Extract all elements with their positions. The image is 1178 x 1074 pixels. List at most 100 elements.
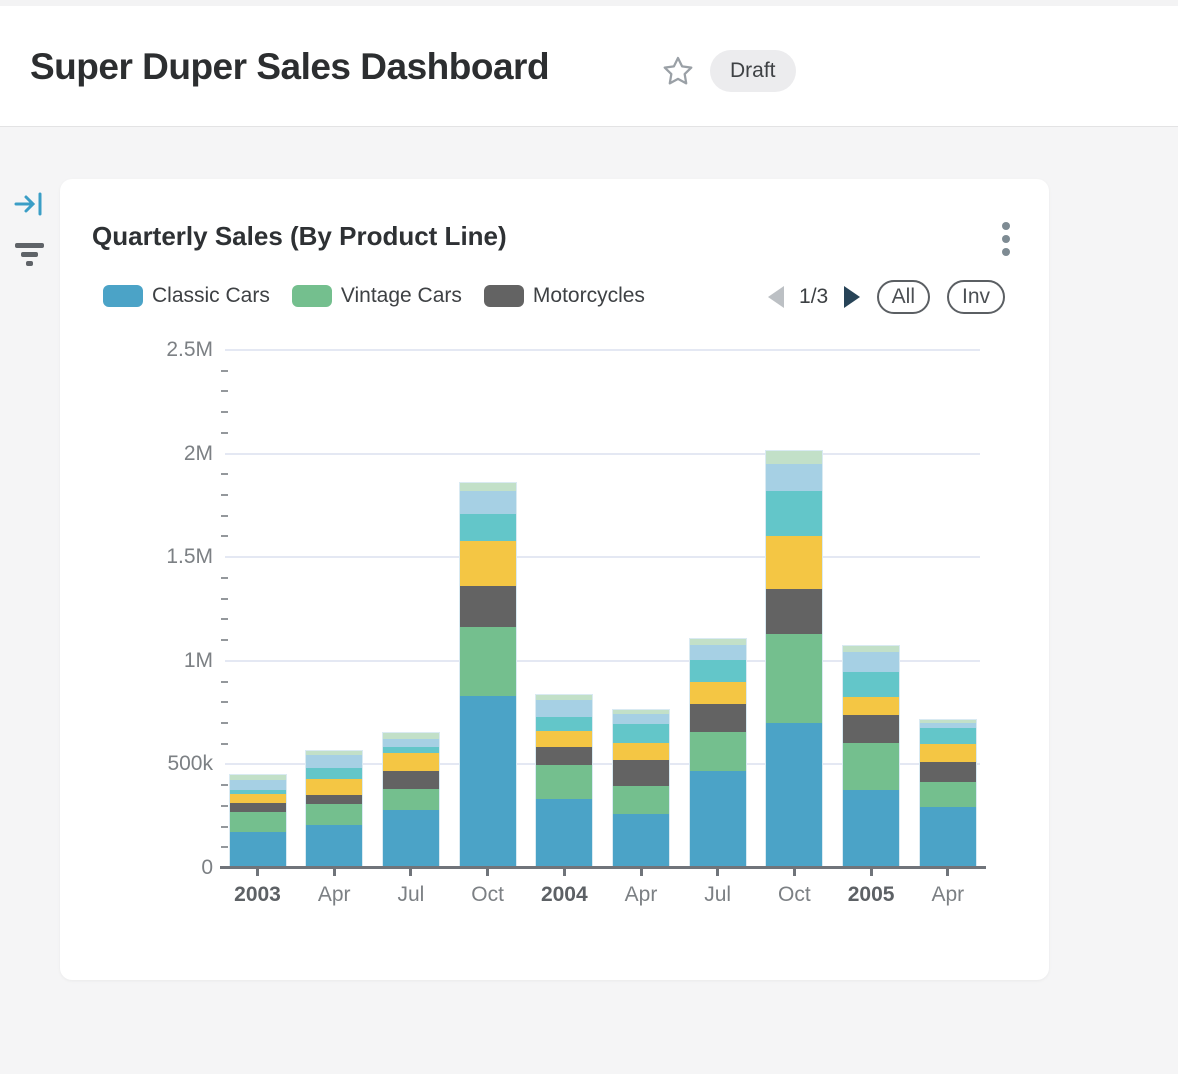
bar-segment[interactable] [306,779,363,796]
bar-segment[interactable] [689,771,746,868]
bar-segment[interactable] [459,491,516,515]
bar-segment[interactable] [766,536,823,589]
bar-segment[interactable] [843,714,900,744]
bar-segment[interactable] [919,720,976,724]
bar-segment[interactable] [613,786,669,814]
bar-jul-6[interactable] [689,638,746,868]
legend-prev-page-icon[interactable] [767,286,784,308]
bar-segment[interactable] [613,714,669,725]
bar-segment[interactable] [459,483,516,492]
legend-invert-button[interactable]: Inv [946,280,1005,314]
bar-segment[interactable] [536,730,593,748]
bar-segment[interactable] [536,765,593,799]
bar-jul-2[interactable] [382,733,439,868]
bar-segment[interactable] [229,789,286,795]
bar-segment[interactable] [766,723,823,868]
filter-bar [20,252,38,257]
bar-segment[interactable] [382,770,439,789]
bar-segment[interactable] [459,696,516,868]
bar-2004-4[interactable] [536,694,593,868]
bar-apr-9[interactable] [919,720,976,868]
favorite-star-icon[interactable] [660,54,696,90]
bar-segment[interactable] [229,802,286,812]
bar-2003-0[interactable] [229,775,286,868]
bar-segment[interactable] [306,804,363,826]
gridline [225,659,980,662]
bar-segment[interactable] [536,716,593,731]
y-axis-minor-tick [221,804,228,807]
bar-segment[interactable] [919,762,976,783]
bar-segment[interactable] [382,747,439,753]
bar-segment[interactable] [689,659,746,683]
bar-segment[interactable] [766,490,823,537]
bar-apr-5[interactable] [613,710,669,868]
bar-segment[interactable] [843,672,900,697]
bar-segment[interactable] [689,732,746,771]
bar-segment[interactable] [766,633,823,724]
bar-segment[interactable] [306,751,363,755]
bar-segment[interactable] [613,710,669,715]
bar-segment[interactable] [613,759,669,787]
legend-item-classic-cars[interactable]: Classic Cars [103,284,270,308]
bar-segment[interactable] [382,739,439,748]
bar-segment[interactable] [536,747,593,766]
bar-segment[interactable] [919,782,976,807]
bar-segment[interactable] [229,775,286,780]
bar-segment[interactable] [382,809,439,868]
bar-segment[interactable] [766,464,823,491]
bar-segment[interactable] [843,790,900,868]
y-axis-minor-tick [221,784,228,787]
bar-apr-1[interactable] [306,751,363,868]
bar-segment[interactable] [919,723,976,729]
collapse-panel-icon[interactable] [10,188,48,222]
bar-segment[interactable] [306,768,363,780]
bar-segment[interactable] [459,541,516,587]
bar-segment[interactable] [536,699,593,717]
bar-segment[interactable] [843,696,900,715]
filter-icon[interactable] [10,240,48,274]
bar-segment[interactable] [919,806,976,868]
bar-segment[interactable] [459,514,516,542]
x-axis-tick [869,869,873,876]
legend-select-all-button[interactable]: All [876,280,930,314]
legend-next-page-icon[interactable] [843,286,860,308]
bar-segment[interactable] [766,588,823,634]
x-axis-label: 2005 [847,883,895,906]
bar-segment[interactable] [689,704,746,732]
bar-segment[interactable] [382,752,439,771]
chart-card: Quarterly Sales (By Product Line) Classi… [60,179,1049,980]
bar-segment[interactable] [229,794,286,803]
bar-segment[interactable] [229,832,286,868]
bar-segment[interactable] [689,638,746,645]
bar-segment[interactable] [229,779,286,790]
bar-segment[interactable] [536,694,593,700]
bar-segment[interactable] [459,586,516,627]
card-menu-kebab-icon[interactable] [990,217,1022,261]
bar-segment[interactable] [689,644,746,660]
bar-segment[interactable] [382,788,439,810]
bar-segment[interactable] [613,743,669,760]
bar-segment[interactable] [536,798,593,868]
bar-segment[interactable] [843,651,900,673]
bar-segment[interactable] [306,825,363,868]
legend-item-motorcycles[interactable]: Motorcycles [483,284,645,308]
bar-oct-7[interactable] [766,450,823,868]
gridline [225,452,980,455]
bar-segment[interactable] [843,743,900,791]
bar-2005-8[interactable] [843,645,900,868]
bar-segment[interactable] [229,811,286,833]
bar-segment[interactable] [306,795,363,805]
bar-segment[interactable] [382,733,439,740]
legend-item-vintage-cars[interactable]: Vintage Cars [291,284,462,308]
bar-segment[interactable] [306,754,363,769]
x-axis-label: Apr [624,883,658,906]
bar-oct-3[interactable] [459,483,516,868]
bar-segment[interactable] [843,645,900,652]
bar-segment[interactable] [613,813,669,868]
bar-segment[interactable] [919,728,976,744]
bar-segment[interactable] [766,450,823,465]
bar-segment[interactable] [459,626,516,697]
bar-segment[interactable] [689,682,746,705]
bar-segment[interactable] [613,724,669,744]
bar-segment[interactable] [919,743,976,763]
